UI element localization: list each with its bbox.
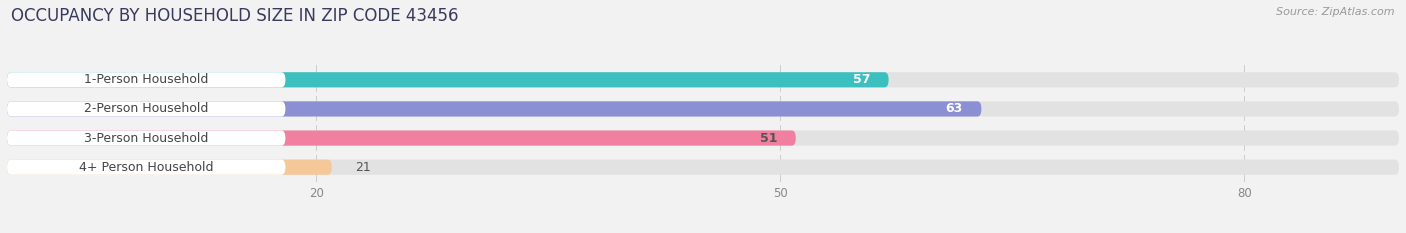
FancyBboxPatch shape	[7, 101, 1399, 116]
FancyBboxPatch shape	[7, 72, 285, 87]
FancyBboxPatch shape	[7, 130, 285, 146]
Text: OCCUPANCY BY HOUSEHOLD SIZE IN ZIP CODE 43456: OCCUPANCY BY HOUSEHOLD SIZE IN ZIP CODE …	[11, 7, 458, 25]
FancyBboxPatch shape	[7, 72, 889, 87]
Text: 57: 57	[852, 73, 870, 86]
Text: 51: 51	[759, 132, 778, 144]
FancyBboxPatch shape	[7, 72, 1399, 87]
Text: 63: 63	[946, 103, 963, 115]
Text: 4+ Person Household: 4+ Person Household	[79, 161, 214, 174]
Text: Source: ZipAtlas.com: Source: ZipAtlas.com	[1277, 7, 1395, 17]
FancyBboxPatch shape	[7, 130, 1399, 146]
FancyBboxPatch shape	[7, 101, 285, 116]
Text: 21: 21	[354, 161, 371, 174]
Text: 1-Person Household: 1-Person Household	[84, 73, 208, 86]
FancyBboxPatch shape	[7, 130, 796, 146]
FancyBboxPatch shape	[7, 160, 285, 175]
Text: 2-Person Household: 2-Person Household	[84, 103, 208, 115]
FancyBboxPatch shape	[7, 160, 1399, 175]
FancyBboxPatch shape	[7, 160, 332, 175]
Text: 3-Person Household: 3-Person Household	[84, 132, 208, 144]
FancyBboxPatch shape	[7, 101, 981, 116]
